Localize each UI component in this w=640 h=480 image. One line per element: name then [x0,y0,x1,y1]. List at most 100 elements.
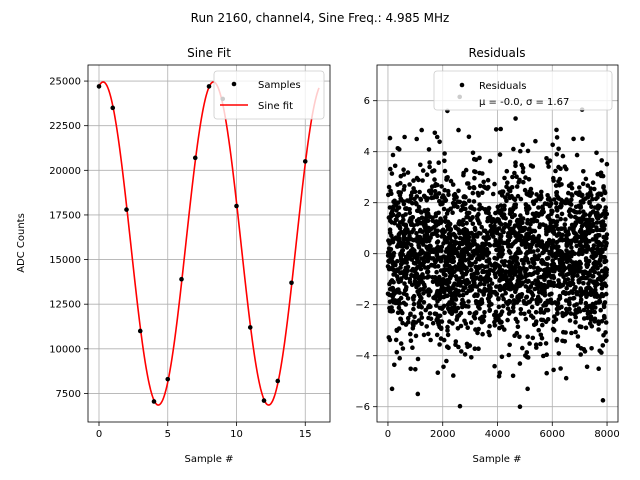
residual-point [482,264,488,270]
residual-point [571,273,576,279]
residual-point [477,306,482,311]
residual-point [477,155,482,161]
residual-point [409,242,414,248]
residual-point [511,309,516,314]
residual-point [572,209,578,215]
residual-point [414,266,419,271]
residual-point [506,352,512,358]
residual-point [525,279,530,285]
residual-point [462,352,468,357]
residual-point [442,158,447,164]
residual-point [578,346,584,351]
residual-point [420,262,426,268]
sample-point [289,280,294,286]
residual-point [595,203,601,208]
residual-point [545,307,551,313]
residual-point [572,231,578,236]
residual-point [482,310,487,315]
residual-point [578,203,583,209]
residual-point [510,226,516,232]
residual-point [539,259,544,265]
residual-point [565,229,571,234]
residual-point [585,271,590,276]
residual-point [579,230,584,235]
residual-point [423,215,429,221]
residual-point [410,326,416,331]
residual-point [592,309,597,315]
residual-point [453,264,458,269]
residual-point [549,291,554,297]
residual-point [564,233,569,238]
residual-point [538,274,544,280]
residual-point [577,309,583,314]
residual-point [526,309,532,315]
residual-point [542,292,548,298]
residual-point [499,193,505,198]
residual-point [557,293,563,299]
residual-point [569,330,574,336]
residual-point [497,312,503,318]
residual-point [560,200,565,205]
residual-point [578,352,583,357]
residual-point [604,270,609,275]
residual-point [598,170,604,176]
residual-point [460,292,466,298]
residual-point [461,172,466,178]
residual-point [397,355,403,361]
residual-point [464,341,470,347]
residual-point [457,219,462,225]
residual-point [592,186,597,192]
residual-point [420,168,426,173]
residual-point [564,285,569,291]
residual-point [488,267,493,273]
residual-point [404,245,410,250]
residuals-ytick-label: 4 [364,147,370,158]
residual-point [577,190,582,195]
residual-point [533,321,539,327]
residual-point [572,239,578,244]
residual-point [550,258,555,263]
residual-point [482,276,487,281]
residual-point [428,235,433,241]
residual-point [482,228,488,234]
residual-point [595,260,601,266]
residual-point [579,193,584,198]
residual-point [518,311,524,316]
residual-point [466,134,472,140]
residual-point [476,211,481,217]
residual-point [456,188,461,194]
residuals-title: Residuals [469,46,526,60]
residual-point [464,220,469,226]
residual-point [442,168,448,174]
residual-point [544,352,549,358]
residual-point [465,181,470,186]
residual-point [507,342,512,348]
residual-point [588,310,594,315]
residual-point [565,281,570,287]
residual-point [509,243,514,249]
residual-point [552,314,557,319]
residual-point [457,240,463,246]
residual-point [573,307,578,313]
residual-point [512,253,518,259]
residual-point [458,208,464,213]
residual-point [399,262,404,267]
residual-point [493,316,498,321]
residual-point [463,321,469,326]
residual-point [472,225,478,231]
residual-point [418,227,423,233]
residual-point [450,246,456,252]
residual-point [590,196,595,202]
residual-point [477,221,482,226]
residual-point [499,324,505,330]
residual-point [554,152,560,157]
sine-fit-ytick-label: 17500 [49,210,81,221]
residual-point [448,206,454,212]
residual-point [448,178,454,184]
residual-point [457,235,463,241]
residual-point [436,322,442,327]
residual-point [389,191,394,196]
residual-point [556,164,561,170]
residual-point [560,290,566,296]
residual-point [557,238,562,243]
